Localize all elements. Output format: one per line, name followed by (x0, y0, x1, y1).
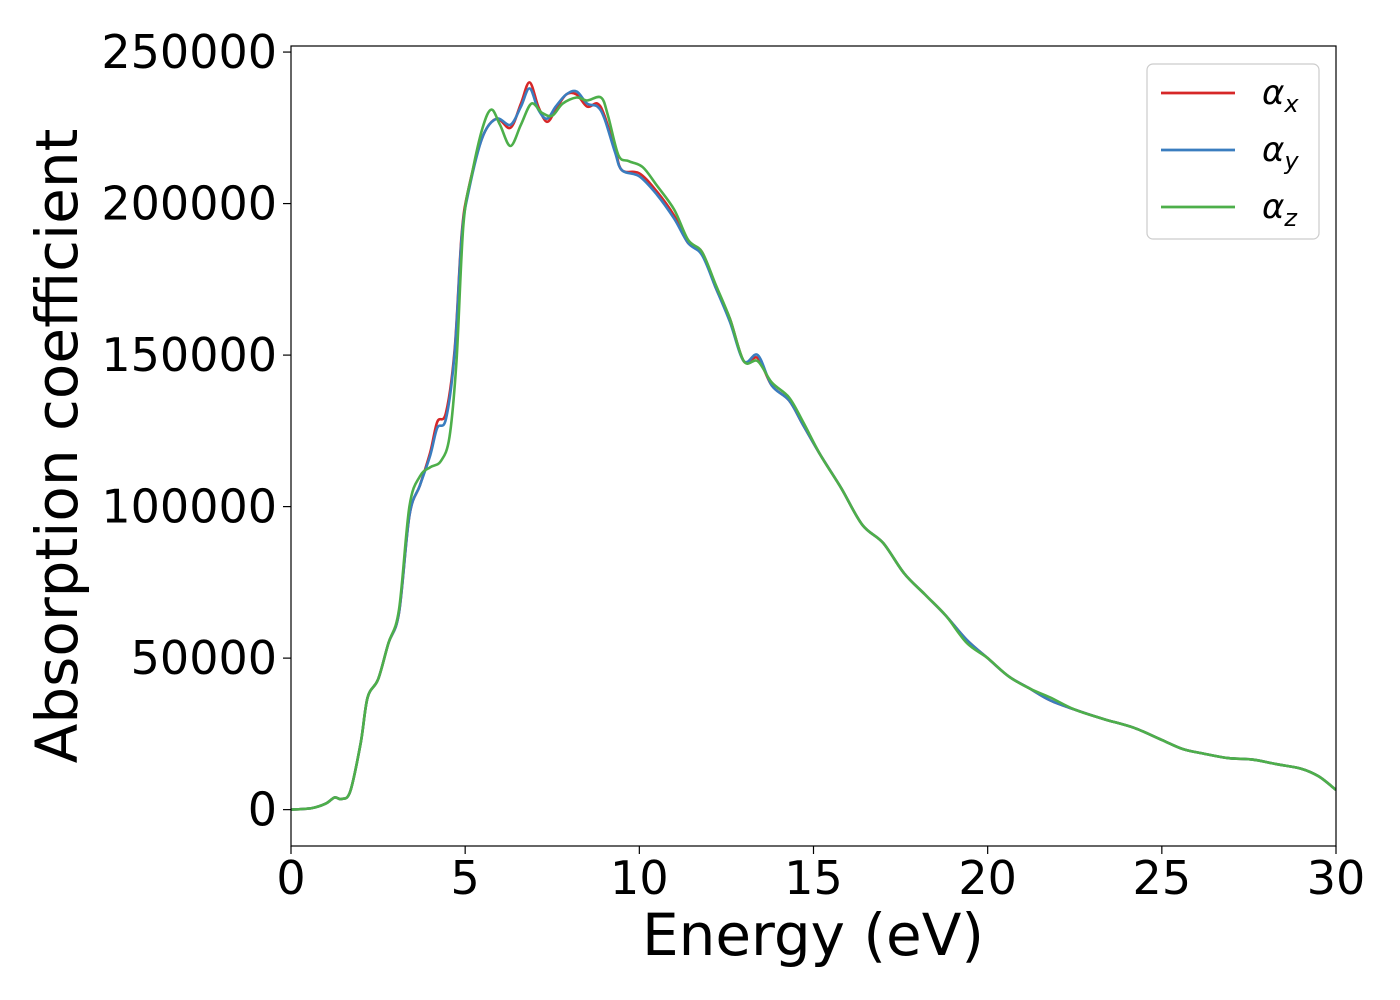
y-tick-label: 100000 (101, 480, 277, 534)
x-axis-title: Energy (eV) (642, 901, 984, 969)
y-axis: 0 50000 100000 150000 200000 250000 (101, 25, 291, 837)
y-tick-label: 250000 (101, 25, 277, 79)
x-tick-label: 10 (610, 851, 669, 905)
legend-box (1146, 63, 1320, 240)
x-tick-label: 30 (1307, 851, 1366, 905)
series-line-alpha-y (291, 87, 1336, 811)
y-tick-label: 0 (248, 783, 277, 837)
y-axis-title: Absorption coefficient (23, 129, 91, 764)
x-tick-label: 0 (276, 851, 305, 905)
y-tick-label: 150000 (101, 328, 277, 382)
x-tick-label: 5 (451, 851, 480, 905)
x-tick-label: 15 (784, 851, 843, 905)
x-axis: 0 5 10 15 20 25 30 (276, 846, 1365, 905)
x-tick-label: 25 (1133, 851, 1192, 905)
x-tick-label: 20 (958, 851, 1017, 905)
y-tick-label: 200000 (101, 177, 277, 231)
series-layer (291, 81, 1336, 811)
series-line-alpha-z (291, 95, 1336, 811)
y-tick-label: 50000 (131, 631, 277, 685)
